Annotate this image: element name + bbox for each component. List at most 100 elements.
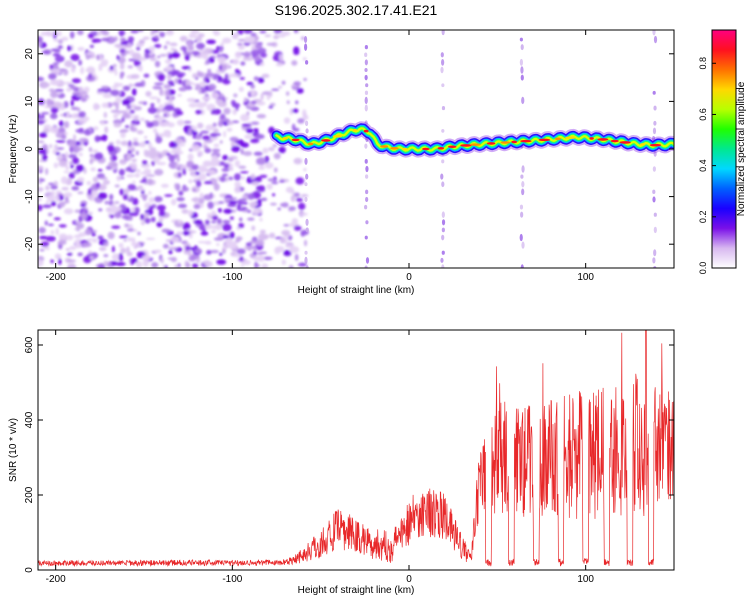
- noise-speck: [55, 151, 61, 156]
- noise-speck: [294, 253, 299, 261]
- noise-speck: [165, 96, 170, 100]
- ridge-hotspot: [390, 147, 399, 150]
- noise-speck: [133, 106, 142, 111]
- noise-speck: [227, 121, 234, 126]
- streak-speck: [364, 74, 368, 81]
- colorbar: [712, 30, 736, 268]
- noise-speck: [129, 109, 135, 114]
- noise-speck: [75, 223, 85, 229]
- noise-speck: [258, 166, 265, 170]
- noise-speck: [167, 73, 172, 81]
- noise-speck: [137, 231, 141, 236]
- ridge-hotspot: [448, 145, 457, 149]
- noise-speck: [165, 30, 175, 36]
- noise-speck: [130, 74, 140, 80]
- noise-speck: [136, 168, 141, 173]
- noise-speck: [159, 54, 167, 57]
- noise-speck: [289, 108, 294, 116]
- noise-speck: [293, 225, 302, 231]
- streak-speck: [441, 250, 445, 255]
- x-tick-label: -200: [46, 272, 66, 283]
- noise-speck: [72, 157, 80, 165]
- noise-speck: [120, 131, 126, 139]
- noise-speck: [222, 64, 228, 70]
- streak-speck: [441, 83, 445, 88]
- noise-speck: [120, 71, 125, 77]
- noise-speck: [109, 193, 114, 201]
- noise-speck: [70, 66, 76, 73]
- noise-speck: [209, 132, 218, 138]
- noise-speck: [138, 101, 146, 105]
- noise-speck: [270, 202, 277, 206]
- snr-frame: [37, 329, 675, 571]
- noise-speck: [256, 264, 260, 268]
- noise-speck: [165, 239, 171, 243]
- noise-speck: [94, 135, 101, 143]
- noise-speck: [176, 142, 186, 147]
- noise-speck: [239, 77, 245, 80]
- noise-speck: [141, 221, 145, 226]
- noise-speck: [129, 123, 138, 127]
- noise-speck: [197, 240, 207, 244]
- noise-speck: [128, 215, 133, 221]
- noise-speck: [177, 78, 182, 85]
- streak-speck: [364, 204, 368, 210]
- noise-speck: [38, 259, 44, 267]
- noise-speck: [126, 42, 132, 49]
- noise-speck: [167, 80, 174, 85]
- noise-speck: [47, 212, 53, 217]
- noise-speck: [222, 78, 231, 85]
- noise-speck: [97, 168, 103, 172]
- noise-speck: [154, 156, 160, 164]
- noise-speck: [143, 168, 152, 176]
- noise-speck: [126, 173, 135, 178]
- noise-speck: [140, 171, 145, 175]
- y-tick-label: 600: [24, 336, 35, 353]
- noise-speck: [58, 258, 62, 266]
- noise-speck: [85, 96, 90, 99]
- noise-speck: [196, 71, 205, 78]
- noise-speck: [101, 37, 110, 42]
- noise-speck: [247, 193, 255, 200]
- noise-speck: [273, 30, 283, 34]
- noise-speck: [293, 30, 298, 34]
- noise-speck: [141, 160, 148, 165]
- noise-speck: [253, 55, 261, 62]
- noise-speck: [118, 242, 124, 248]
- noise-speck: [149, 147, 157, 153]
- noise-speck: [83, 86, 90, 92]
- noise-speck: [53, 144, 58, 149]
- noise-speck: [50, 259, 55, 264]
- noise-speck: [212, 122, 217, 127]
- noise-speck: [97, 235, 104, 240]
- noise-speck: [241, 260, 251, 265]
- noise-speck: [102, 93, 113, 99]
- noise-speck: [185, 245, 190, 251]
- noise-speck: [58, 68, 67, 72]
- noise-speck: [132, 180, 136, 184]
- noise-speck: [216, 259, 227, 265]
- noise-speck: [210, 210, 217, 217]
- noise-speck: [225, 240, 235, 248]
- streak-speck: [652, 90, 656, 95]
- noise-speck: [207, 201, 214, 209]
- noise-speck: [159, 31, 166, 38]
- noise-speck: [295, 100, 299, 105]
- noise-speck: [176, 231, 182, 236]
- noise-speck: [204, 223, 213, 230]
- noise-speck: [150, 216, 156, 223]
- x-tick-label: 0: [406, 272, 412, 283]
- streak-speck: [520, 211, 524, 218]
- noise-speck: [65, 111, 70, 118]
- noise-speck: [44, 246, 50, 250]
- noise-speck: [273, 167, 278, 173]
- noise-speck: [57, 240, 67, 245]
- noise-speck: [230, 140, 235, 148]
- noise-speck: [44, 105, 48, 109]
- noise-speck: [222, 219, 231, 224]
- noise-speck: [204, 240, 212, 245]
- ridge-hotspot: [469, 143, 481, 146]
- streak-speck: [652, 257, 656, 264]
- colorbar-ticks: 0.0 0.2 0.4 0.6 0.8: [698, 57, 716, 274]
- noise-speck: [297, 262, 308, 267]
